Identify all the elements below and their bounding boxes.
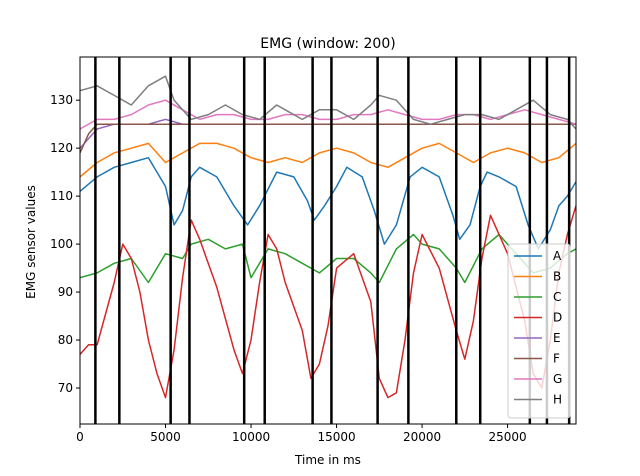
y-tick-label: 90 xyxy=(58,285,73,299)
y-tick-label: 80 xyxy=(58,333,73,347)
legend-label-d: D xyxy=(553,311,562,325)
legend-label-h: H xyxy=(553,393,562,407)
y-tick-label: 120 xyxy=(50,141,73,155)
series-line-g xyxy=(80,99,576,130)
legend-label-c: C xyxy=(553,290,561,304)
y-tick-label: 100 xyxy=(50,237,73,251)
event-markers xyxy=(94,57,571,424)
series-line-b xyxy=(80,142,576,178)
y-tick-label: 130 xyxy=(50,93,73,107)
plot-frame xyxy=(79,56,577,425)
legend-label-a: A xyxy=(553,249,562,263)
x-tick-label: 15000 xyxy=(317,430,355,444)
legend-label-e: E xyxy=(553,331,561,345)
x-axis-label: Time in ms xyxy=(294,453,361,467)
y-axis-ticks: 70 80 90 100 110 120 130 xyxy=(50,93,80,395)
x-tick-label: 10000 xyxy=(232,430,270,444)
legend-box xyxy=(507,243,571,419)
x-tick-label: 0 xyxy=(76,430,84,444)
x-tick-label: 5000 xyxy=(150,430,181,444)
legend-label-f: F xyxy=(553,352,560,366)
x-tick-label: 20000 xyxy=(403,430,441,444)
legend-label-b: B xyxy=(553,270,561,284)
chart-title: EMG (window: 200) xyxy=(260,36,395,52)
legend-label-g: G xyxy=(553,372,562,386)
x-axis-ticks: 0 5000 10000 15000 20000 25000 xyxy=(76,424,527,444)
series-layer xyxy=(80,75,576,399)
series-line-d xyxy=(80,205,576,399)
y-axis-label: EMG sensor values xyxy=(24,185,38,299)
x-tick-label: 25000 xyxy=(488,430,526,444)
series-line-h xyxy=(80,75,576,130)
series-line-f xyxy=(80,123,576,154)
y-tick-label: 110 xyxy=(50,189,73,203)
series-line-a xyxy=(80,156,576,250)
y-tick-label: 70 xyxy=(58,381,73,395)
